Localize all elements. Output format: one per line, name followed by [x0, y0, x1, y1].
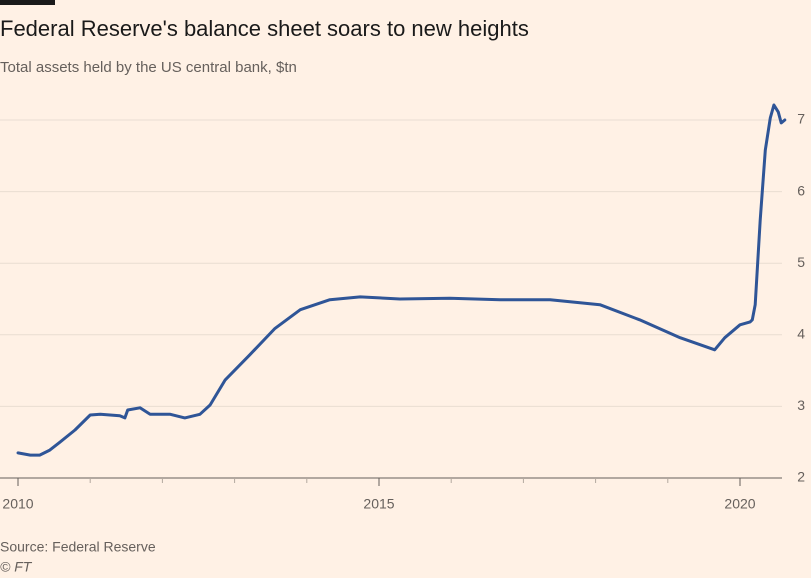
chart-subtitle: Total assets held by the US central bank… [0, 59, 297, 76]
x-tick-label: 2015 [363, 496, 394, 512]
y-tick-label: 5 [797, 254, 805, 270]
x-tick-label: 2010 [2, 496, 33, 512]
plot: 2 3 4 5 6 7 2010 2015 2020 [0, 103, 805, 512]
x-tick-label: 2020 [724, 496, 755, 512]
y-tick-label: 2 [797, 469, 805, 485]
brand-bar [0, 0, 55, 5]
y-tick-label: 3 [797, 397, 805, 413]
y-tick-label: 4 [797, 326, 805, 342]
y-tick-label: 6 [797, 182, 805, 198]
y-tick-label: 7 [797, 111, 805, 127]
data-line [16, 103, 787, 457]
credit: © FT [0, 559, 33, 575]
source: Source: Federal Reserve [0, 539, 156, 555]
chart-title: Federal Reserve's balance sheet soars to… [0, 16, 529, 41]
